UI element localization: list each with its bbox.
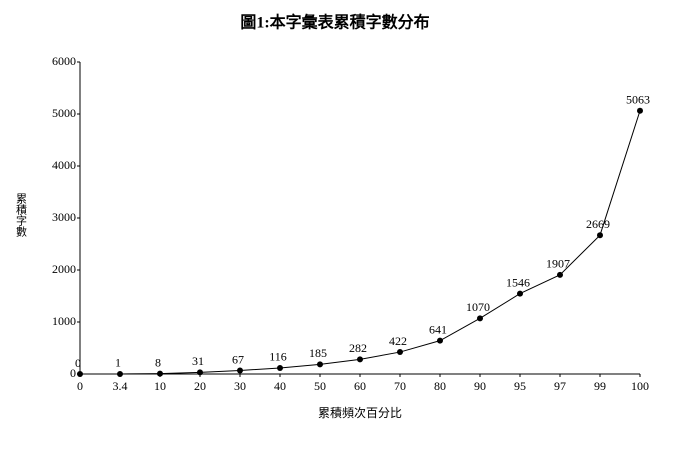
data-label: 2669	[586, 217, 610, 231]
x-tick-label: 30	[234, 379, 246, 393]
point	[317, 361, 323, 368]
x-tick-label: 20	[194, 379, 206, 393]
data-label: 31	[192, 354, 204, 368]
point	[117, 370, 123, 377]
chart-title: 圖1:本字彙表累積字數分布	[240, 13, 429, 32]
y-tick-label: 1000	[52, 314, 76, 328]
data-label: 0	[75, 356, 81, 370]
data-label: 641	[429, 322, 447, 336]
data-label: 185	[309, 346, 327, 360]
point	[517, 290, 523, 297]
data-label: 282	[349, 341, 367, 355]
data-label: 67	[232, 352, 244, 366]
point	[157, 370, 163, 377]
data-label: 116	[269, 350, 287, 364]
point	[437, 337, 443, 344]
x-tick-label: 3.4	[113, 379, 128, 393]
point	[397, 349, 403, 356]
x-tick-label: 0	[77, 379, 83, 393]
x-tick-label: 70	[394, 379, 406, 393]
data-label: 422	[389, 334, 407, 348]
point	[637, 107, 643, 114]
x-tick-label: 60	[354, 379, 366, 393]
point	[477, 315, 483, 322]
y-axis-label: 累積字數	[14, 193, 27, 238]
point	[197, 369, 203, 376]
x-axis-label: 累積頻次百分比	[318, 405, 402, 420]
x-tick-label: 95	[514, 379, 526, 393]
point	[597, 232, 603, 239]
data-label: 5063	[626, 92, 650, 106]
x-tick-label: 10	[154, 379, 166, 393]
x-tick-label: 90	[474, 379, 486, 393]
y-tick-label: 6000	[52, 54, 76, 68]
point	[237, 367, 243, 374]
point	[357, 356, 363, 363]
x-tick-label: 97	[554, 379, 566, 393]
data-label: 1070	[466, 300, 490, 314]
x-tick-label: 80	[434, 379, 446, 393]
data-label: 8	[155, 355, 161, 369]
x-tick-label: 50	[314, 379, 326, 393]
point	[277, 364, 283, 371]
x-tick-label: 100	[631, 379, 649, 393]
x-tick-label: 40	[274, 379, 286, 393]
point	[77, 371, 83, 377]
y-tick-label: 2000	[52, 262, 76, 276]
data-label: 1907	[546, 257, 570, 271]
point	[557, 271, 563, 278]
x-tick-label: 99	[594, 379, 606, 393]
y-tick-label: 4000	[52, 158, 76, 172]
data-label: 1546	[506, 275, 530, 289]
y-tick-label: 0	[70, 366, 76, 380]
y-tick-label: 5000	[52, 106, 76, 120]
y-tick-label: 3000	[52, 210, 76, 224]
data-label: 1	[115, 356, 121, 370]
line	[79, 110, 641, 375]
